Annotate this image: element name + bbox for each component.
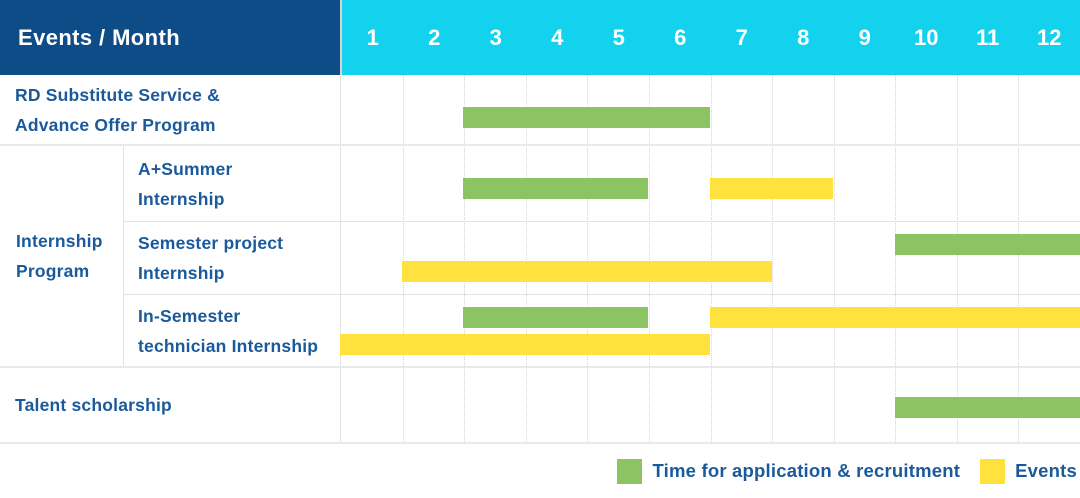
table-row-in-semester-technician: In-Semester technician Internship xyxy=(124,294,1080,366)
bar-recruitment xyxy=(895,397,1080,418)
legend-label-recruitment: Time for application & recruitment xyxy=(652,460,960,482)
month-header-12: 12 xyxy=(1019,0,1080,75)
timeline-cell xyxy=(340,295,1080,366)
row-label-line: Internship xyxy=(138,184,340,214)
timeline-cell xyxy=(340,75,1080,144)
row-label: Semester project Internship xyxy=(124,222,340,294)
legend-swatch-recruitment xyxy=(617,459,642,484)
row-label-line: A+Summer xyxy=(138,154,340,184)
month-header-strip: 1 2 3 4 5 6 7 8 9 10 11 12 xyxy=(340,0,1080,75)
rowgroup-label: Internship Program xyxy=(0,146,124,366)
row-label-line: Advance Offer Program xyxy=(15,110,340,140)
month-header-label: 8 xyxy=(797,25,809,51)
legend-label-events: Events xyxy=(1015,460,1077,482)
month-header-label: 12 xyxy=(1037,25,1061,51)
row-label-line: technician Internship xyxy=(138,331,340,361)
month-header-5: 5 xyxy=(588,0,650,75)
bar-recruitment xyxy=(463,107,710,128)
bar-recruitment xyxy=(895,234,1080,255)
month-header-label: 10 xyxy=(914,25,938,51)
legend: Time for application & recruitment Event… xyxy=(0,444,1080,498)
row-label-line: Talent scholarship xyxy=(15,390,340,420)
row-label-line: Semester project xyxy=(138,228,340,258)
row-label: RD Substitute Service & Advance Offer Pr… xyxy=(0,75,340,144)
rowgroup-label-line: Internship xyxy=(16,226,123,256)
month-header-9: 9 xyxy=(834,0,896,75)
month-header-7: 7 xyxy=(711,0,773,75)
table-row-talent-scholarship: Talent scholarship xyxy=(0,368,1080,442)
month-header-3: 3 xyxy=(465,0,527,75)
table-rowgroup-internship-program: Internship Program A+Summer Internship xyxy=(0,146,1080,368)
row-label: In-Semester technician Internship xyxy=(124,295,340,366)
month-header-6: 6 xyxy=(650,0,712,75)
bar-event xyxy=(340,334,710,355)
month-header-label: 1 xyxy=(367,25,379,51)
bar-recruitment xyxy=(463,178,648,199)
row-label-line: In-Semester xyxy=(138,301,340,331)
row-label-line: Internship xyxy=(138,258,340,288)
table-body: RD Substitute Service & Advance Offer Pr… xyxy=(0,75,1080,444)
rowgroup-label-line: Program xyxy=(16,256,123,286)
timeline-cell xyxy=(340,222,1080,294)
bar-event xyxy=(402,261,772,282)
timeline-cell xyxy=(340,146,1080,221)
month-header-label: 6 xyxy=(674,25,686,51)
month-header-8: 8 xyxy=(773,0,835,75)
row-label: A+Summer Internship xyxy=(124,146,340,221)
month-header-2: 2 xyxy=(404,0,466,75)
month-header-label: 2 xyxy=(428,25,440,51)
row-label-line: RD Substitute Service & xyxy=(15,80,340,110)
month-header-1: 1 xyxy=(342,0,404,75)
bar-event xyxy=(710,178,833,199)
legend-swatch-events xyxy=(980,459,1005,484)
month-header-4: 4 xyxy=(527,0,589,75)
table-header-row: Events / Month 1 2 3 4 5 6 7 8 9 10 11 1… xyxy=(0,0,1080,75)
month-header-11: 11 xyxy=(957,0,1019,75)
table-row-semester-project: Semester project Internship xyxy=(124,221,1080,294)
month-header-10: 10 xyxy=(896,0,958,75)
bar-event xyxy=(710,307,1080,328)
bar-recruitment xyxy=(463,307,648,328)
month-header-label: 9 xyxy=(859,25,871,51)
corner-header-label: Events / Month xyxy=(18,25,180,51)
corner-header: Events / Month xyxy=(0,0,340,75)
month-header-label: 5 xyxy=(613,25,625,51)
month-header-label: 11 xyxy=(976,25,999,51)
month-header-label: 7 xyxy=(736,25,748,51)
month-header-label: 4 xyxy=(551,25,563,51)
row-label: Talent scholarship xyxy=(0,368,340,442)
rowgroup-subrows: A+Summer Internship Semester project Int… xyxy=(124,146,1080,366)
table-row-a-plus-summer: A+Summer Internship xyxy=(124,146,1080,221)
timeline-cell xyxy=(340,368,1080,442)
month-header-label: 3 xyxy=(490,25,502,51)
table-row-rd-substitute: RD Substitute Service & Advance Offer Pr… xyxy=(0,75,1080,146)
